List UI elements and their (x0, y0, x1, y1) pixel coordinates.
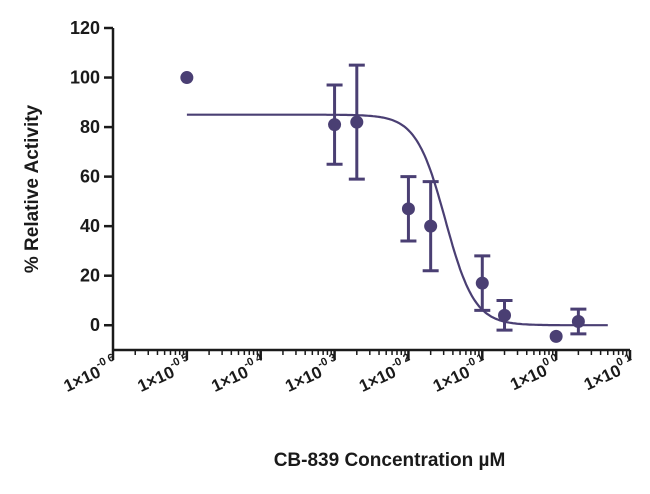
x-tick-label-exponent: 0 1 (615, 352, 634, 369)
y-tick-label: 60 (80, 167, 100, 187)
y-tick-label: 40 (80, 216, 100, 236)
data-point (401, 202, 415, 216)
y-tick-label: 120 (70, 18, 100, 38)
x-tick-label-group: 1×10-0 2 (355, 352, 416, 396)
y-tick-label: 0 (90, 315, 100, 335)
x-tick-label: 1×10-0 3 (281, 352, 342, 396)
x-tick-label-group: 1×10-0 6 (59, 352, 120, 396)
y-tick-label: 20 (80, 266, 100, 286)
x-tick-label-group: 1×10-0 3 (281, 352, 342, 396)
data-point (498, 308, 512, 322)
x-tick-label: 1×10-0 6 (59, 352, 120, 396)
data-points-layer (180, 63, 587, 343)
data-point (180, 71, 194, 85)
x-tick-label: 1×10-0 2 (355, 352, 416, 396)
x-tick-label-exponent: 0 0 (541, 352, 560, 369)
y-axis-title: % Relative Activity (22, 104, 43, 273)
x-tick-label-group: 1×10-0 5 (133, 352, 194, 396)
data-point (475, 276, 489, 290)
data-point (571, 315, 585, 329)
y-tick-label: 80 (80, 117, 100, 137)
fit-curve (186, 113, 608, 327)
x-tick-label: 1×10-0 1 (429, 352, 490, 396)
x-tick-label-group: 1×100 1 (580, 352, 638, 395)
x-axis-title: CB-839 Concentration µM (274, 450, 506, 471)
y-tick-label: 100 (70, 68, 100, 88)
x-tick-label-group: 1×100 0 (506, 352, 564, 395)
x-tick-label-group: 1×10-0 1 (429, 352, 490, 396)
x-tick-label: 1×10-0 4 (207, 351, 269, 396)
data-point (549, 329, 563, 343)
x-tick-label-group: 1×10-0 4 (207, 351, 269, 396)
data-point (424, 219, 438, 233)
x-tick-label: 1×10-0 5 (133, 352, 194, 396)
data-point (350, 115, 364, 129)
fit-curve-layer (186, 113, 608, 327)
x-tick-label: 1×100 1 (580, 352, 638, 395)
data-point (328, 118, 342, 132)
x-tick-label: 1×100 0 (506, 352, 564, 395)
